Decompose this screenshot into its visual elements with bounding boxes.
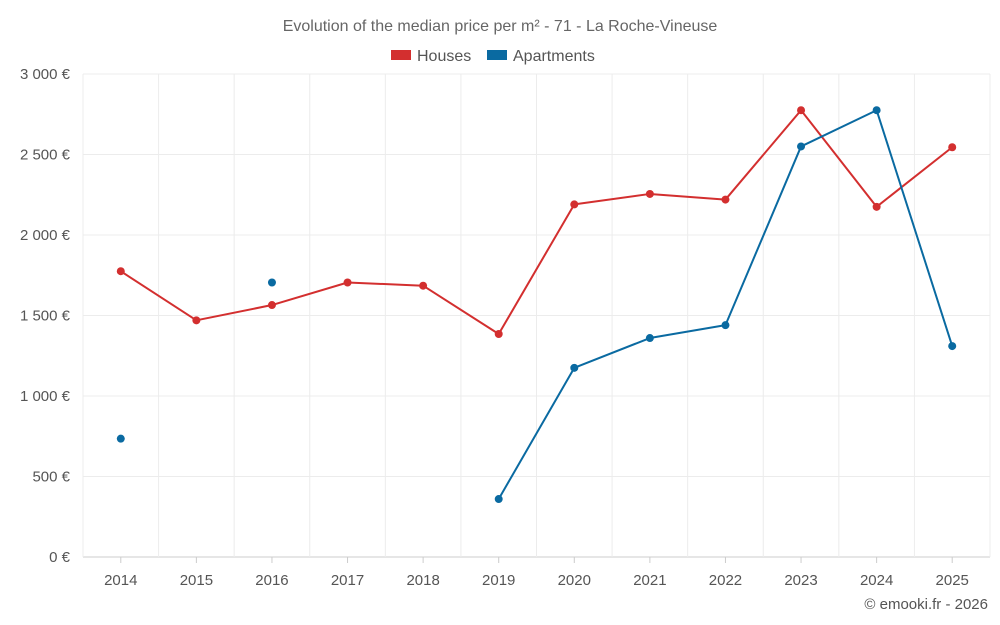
y-tick-label: 1 500 € [20, 308, 71, 325]
series-houses [116, 106, 957, 339]
x-tick-label: 2021 [633, 572, 666, 589]
data-point-apartments[interactable] [797, 142, 806, 151]
x-tick-label: 2014 [104, 572, 137, 589]
legend-swatch-houses [391, 50, 411, 60]
data-point-apartments[interactable] [872, 106, 881, 115]
data-point-apartments[interactable] [948, 342, 957, 351]
y-tick-label: 2 500 € [20, 147, 71, 164]
data-point-houses[interactable] [192, 316, 201, 325]
legend-swatch-apartments [487, 50, 507, 60]
x-tick-label: 2023 [784, 572, 817, 589]
x-tick-label: 2022 [709, 572, 742, 589]
data-point-houses[interactable] [645, 189, 654, 198]
data-point-apartments[interactable] [645, 334, 654, 343]
data-point-houses[interactable] [721, 195, 730, 204]
y-tick-label: 500 € [32, 469, 70, 486]
legend-label-apartments: Apartments [513, 48, 595, 65]
data-point-houses[interactable] [948, 143, 957, 152]
y-tick-label: 1 000 € [20, 388, 71, 405]
data-point-houses[interactable] [343, 278, 352, 287]
data-point-apartments[interactable] [570, 363, 579, 372]
legend: Houses Apartments [391, 48, 595, 65]
data-point-apartments[interactable] [267, 278, 276, 287]
chart-title: Evolution of the median price per m² - 7… [283, 18, 718, 35]
data-point-apartments[interactable] [721, 321, 730, 330]
y-tick-label: 3 000 € [20, 66, 71, 83]
x-tick-label: 2015 [180, 572, 213, 589]
x-tick-label: 2024 [860, 572, 893, 589]
x-tick-label: 2020 [558, 572, 591, 589]
data-point-houses[interactable] [116, 267, 125, 276]
y-tick-label: 2 000 € [20, 227, 71, 244]
series-group [116, 106, 957, 504]
series-line-apartments [497, 109, 954, 500]
series-line-houses [120, 109, 953, 336]
legend-label-houses: Houses [417, 48, 471, 65]
data-point-apartments[interactable] [494, 495, 503, 504]
data-point-houses[interactable] [797, 106, 806, 115]
y-tick-label: 0 € [49, 549, 71, 566]
data-point-apartments[interactable] [116, 434, 125, 443]
grid [82, 73, 991, 558]
y-axis-ticks: 0 € 500 € 1 000 € 1 500 € 2 000 € 2 500 € 3 00… [20, 66, 71, 566]
x-tick-label: 2016 [255, 572, 288, 589]
x-tick-label: 2019 [482, 572, 515, 589]
x-axis-ticks: 2014 2015 2016 2017 2018 2019 2020 2021 2022 2023… [104, 557, 969, 589]
data-point-houses[interactable] [419, 281, 428, 290]
data-point-houses[interactable] [494, 330, 503, 339]
series-apartments [116, 106, 957, 504]
data-point-houses[interactable] [267, 301, 276, 310]
data-point-houses[interactable] [570, 200, 579, 209]
x-tick-label: 2025 [936, 572, 969, 589]
x-tick-label: 2017 [331, 572, 364, 589]
credit-text: © emooki.fr - 2026 [864, 596, 988, 613]
x-tick-label: 2018 [406, 572, 439, 589]
data-point-houses[interactable] [872, 202, 881, 211]
